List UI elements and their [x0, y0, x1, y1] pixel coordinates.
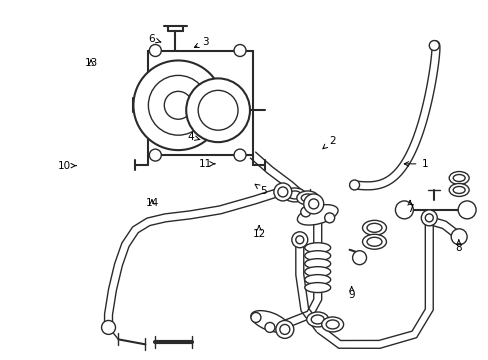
Ellipse shape	[362, 220, 386, 235]
Circle shape	[303, 194, 323, 214]
Circle shape	[300, 207, 310, 217]
Ellipse shape	[448, 171, 468, 184]
Ellipse shape	[310, 315, 324, 324]
Text: 2: 2	[322, 136, 335, 149]
Circle shape	[148, 75, 208, 135]
Circle shape	[164, 91, 192, 119]
Circle shape	[352, 251, 366, 265]
Text: 4: 4	[187, 132, 200, 142]
Circle shape	[450, 229, 466, 245]
Ellipse shape	[366, 223, 381, 232]
Circle shape	[234, 149, 245, 161]
Circle shape	[102, 320, 115, 334]
Text: 10: 10	[58, 161, 76, 171]
Circle shape	[308, 199, 318, 209]
Circle shape	[425, 214, 432, 222]
Circle shape	[279, 324, 289, 334]
Text: 12: 12	[252, 226, 265, 239]
Ellipse shape	[304, 283, 330, 293]
Circle shape	[149, 149, 161, 161]
Circle shape	[349, 180, 359, 190]
Circle shape	[291, 232, 307, 248]
Circle shape	[324, 213, 334, 223]
Circle shape	[198, 90, 238, 130]
Ellipse shape	[304, 251, 330, 261]
Ellipse shape	[321, 317, 343, 332]
Circle shape	[277, 187, 287, 197]
Ellipse shape	[452, 175, 464, 181]
Ellipse shape	[304, 275, 330, 285]
Circle shape	[457, 201, 475, 219]
Ellipse shape	[306, 312, 328, 327]
Ellipse shape	[283, 188, 305, 202]
Ellipse shape	[288, 191, 301, 199]
Circle shape	[234, 45, 245, 57]
Circle shape	[428, 41, 438, 50]
Circle shape	[273, 183, 291, 201]
Ellipse shape	[362, 234, 386, 249]
Ellipse shape	[448, 184, 468, 197]
Circle shape	[295, 236, 303, 244]
Circle shape	[421, 210, 436, 226]
FancyBboxPatch shape	[148, 50, 252, 155]
Text: 5: 5	[255, 184, 267, 196]
Circle shape	[133, 60, 223, 150]
Text: 9: 9	[347, 287, 354, 300]
Ellipse shape	[296, 191, 318, 205]
Text: 11: 11	[199, 159, 215, 169]
Circle shape	[264, 323, 274, 332]
Circle shape	[250, 312, 261, 323]
Ellipse shape	[304, 259, 330, 269]
Ellipse shape	[452, 186, 464, 193]
Text: 3: 3	[194, 37, 208, 48]
Ellipse shape	[250, 311, 288, 332]
Ellipse shape	[301, 194, 314, 202]
Text: 6: 6	[148, 35, 161, 44]
Circle shape	[275, 320, 293, 338]
Text: 14: 14	[145, 198, 158, 208]
Circle shape	[149, 45, 161, 57]
Text: 8: 8	[455, 240, 461, 253]
Circle shape	[186, 78, 249, 142]
Circle shape	[395, 201, 412, 219]
Text: 7: 7	[406, 201, 412, 214]
Ellipse shape	[304, 243, 330, 253]
Text: 13: 13	[84, 58, 98, 68]
Ellipse shape	[366, 237, 381, 246]
Ellipse shape	[297, 204, 337, 225]
Ellipse shape	[304, 267, 330, 276]
Ellipse shape	[325, 320, 339, 329]
Text: 1: 1	[404, 159, 427, 169]
